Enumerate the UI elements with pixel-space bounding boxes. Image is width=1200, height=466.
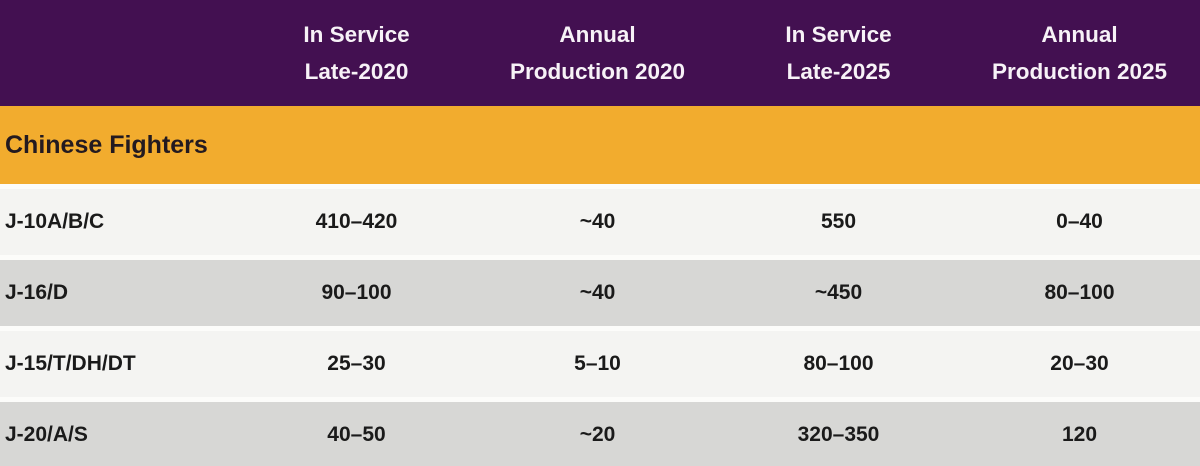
cell-annual-production-2020: ~40	[579, 210, 616, 233]
table-row: J-10A/B/C 410–420 ~40 550 0–40	[0, 184, 1200, 255]
header-line: Annual	[1041, 22, 1118, 47]
row-label: J-20/A/S	[5, 423, 88, 446]
header-cell-in-service-2025: In Service Late-2025	[718, 16, 959, 90]
cell-in-service-2025: ~450	[814, 281, 863, 304]
header-cell-annual-production-2025: Annual Production 2025	[959, 16, 1200, 90]
header-line: Late-2025	[786, 59, 891, 84]
table-row: J-16/D 90–100 ~40 ~450 80–100	[0, 255, 1200, 326]
table-header-row: In Service Late-2020 Annual Production 2…	[0, 0, 1200, 106]
cell-in-service-2025: 80–100	[803, 352, 874, 375]
header-line: In Service	[303, 22, 410, 47]
header-line: Late-2020	[304, 59, 409, 84]
cell-annual-production-2020: ~40	[579, 281, 616, 304]
row-label: J-16/D	[5, 281, 69, 304]
header-line: In Service	[785, 22, 892, 47]
header-cell-in-service-2020: In Service Late-2020	[236, 16, 477, 90]
row-label: J-10A/B/C	[5, 210, 105, 233]
cell-in-service-2025: 550	[820, 210, 857, 233]
cell-in-service-2020: 25–30	[327, 352, 386, 375]
cell-in-service-2025: 320–350	[797, 423, 880, 446]
cell-annual-production-2025: 120	[1061, 423, 1098, 446]
header-cell-annual-production-2020: Annual Production 2020	[477, 16, 718, 90]
cell-annual-production-2025: 20–30	[1050, 352, 1109, 375]
cell-in-service-2020: 90–100	[321, 281, 392, 304]
section-title: Chinese Fighters	[5, 130, 208, 159]
cell-annual-production-2025: 0–40	[1056, 210, 1103, 233]
header-line: Production 2020	[509, 59, 686, 84]
cell-in-service-2020: 40–50	[327, 423, 386, 446]
cell-in-service-2020: 410–420	[315, 210, 398, 233]
cell-annual-production-2020: 5–10	[574, 352, 621, 375]
row-label: J-15/T/DH/DT	[5, 352, 136, 375]
header-line: Production 2025	[991, 59, 1168, 84]
section-row-chinese-fighters: Chinese Fighters	[0, 106, 1200, 184]
cell-annual-production-2025: 80–100	[1044, 281, 1115, 304]
header-line: Annual	[559, 22, 636, 47]
table-row: J-15/T/DH/DT 25–30 5–10 80–100 20–30	[0, 326, 1200, 397]
cell-annual-production-2020: ~20	[579, 423, 616, 446]
table-row: J-20/A/S 40–50 ~20 320–350 120	[0, 397, 1200, 466]
